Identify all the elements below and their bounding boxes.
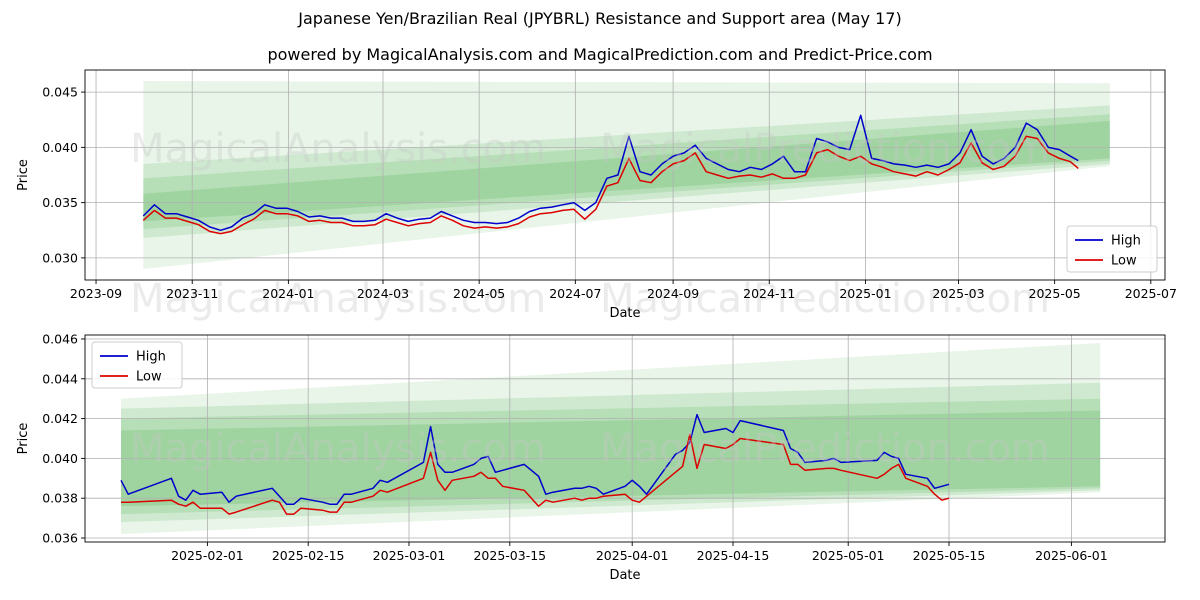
watermark: MagicalPrediction.com: [600, 276, 1050, 322]
series-line-low: [142, 135, 1079, 235]
watermark: MagicalAnalysis.com: [130, 126, 546, 172]
y-tick-label: 0.044: [42, 371, 78, 386]
x-tick-label: 2024-01: [262, 286, 314, 301]
series-group: [120, 413, 950, 515]
x-tick-label: 2025-02-01: [171, 548, 244, 563]
x-tick-label: 2025-04-01: [596, 548, 669, 563]
watermark: MagicalAnalysis.com: [130, 426, 546, 472]
x-tick-label: 2023-11: [166, 286, 218, 301]
x-tick-label: 2025-02-15: [272, 548, 345, 563]
band-1: [121, 342, 1101, 535]
band-2: [121, 382, 1101, 523]
y-tick-label: 0.040: [42, 451, 78, 466]
y-tick-label: 0.045: [42, 85, 78, 100]
band-3: [121, 398, 1101, 515]
x-tick-label: 2025-03-01: [373, 548, 446, 563]
x-tick-label: 2024-07: [549, 286, 601, 301]
x-tick-label: 2025-01: [839, 286, 891, 301]
series-line-high: [142, 114, 1079, 232]
legend-label-low: Low: [136, 370, 162, 385]
x-tick-label: 2024-09: [647, 286, 699, 301]
legend-label-low: Low: [1111, 254, 1137, 269]
x-tick-label: 2025-07: [1125, 286, 1177, 301]
x-axis-label: Date: [609, 306, 640, 321]
y-tick-label: 0.038: [42, 491, 78, 506]
band-2: [143, 105, 1110, 238]
axes-frame: [84, 334, 1166, 543]
band-group: [121, 342, 1101, 535]
x-axis-label: Date: [609, 568, 640, 583]
watermark: MagicalPrediction.com: [600, 426, 1050, 472]
y-tick-label: 0.040: [42, 140, 78, 155]
x-tick-label: 2025-05: [1029, 286, 1081, 301]
x-tick-label: 2023-09: [70, 286, 122, 301]
watermark: MagicalAnalysis.com: [130, 276, 546, 322]
y-tick-label: 0.036: [42, 531, 78, 546]
y-tick-label: 0.035: [42, 195, 78, 210]
y-tick-label: 0.042: [42, 411, 78, 426]
y-axis-label: Price: [16, 159, 31, 191]
x-tick-label: 2025-06-01: [1035, 548, 1108, 563]
series-group: [142, 114, 1079, 235]
y-tick-label: 0.046: [42, 331, 78, 346]
x-tick-label: 2025-03-15: [473, 548, 546, 563]
legend: High Low: [1066, 225, 1158, 273]
x-tick-label: 2025-03: [932, 286, 984, 301]
series-line-low: [121, 433, 950, 515]
x-tick-label: 2024-03: [357, 286, 409, 301]
legend: High Low: [91, 341, 183, 389]
x-tick-label: 2025-05-01: [812, 548, 885, 563]
legend-label-high: High: [1111, 234, 1141, 249]
chart-subtitle: powered by MagicalAnalysis.com and Magic…: [267, 45, 933, 64]
x-tick-label: 2024-05: [453, 286, 505, 301]
chart-title: Japanese Yen/Brazilian Real (JPYBRL) Res…: [298, 9, 902, 28]
x-tick-label: 2025-04-15: [697, 548, 770, 563]
subplot-2: MagicalAnalysis.com MagicalPrediction.com…: [16, 331, 1166, 583]
series-line-high: [120, 413, 950, 505]
band-1: [143, 81, 1110, 269]
axes-frame: [84, 69, 1166, 281]
subplot-1: MagicalAnalysis.com MagicalPrediction.com…: [16, 69, 1177, 322]
watermark: MagicalPrediction.com: [600, 126, 1050, 172]
y-axis-label: Price: [16, 423, 31, 455]
legend-label-high: High: [136, 350, 166, 365]
x-tick-label: 2024-11: [743, 286, 795, 301]
x-tick-label: 2025-05-15: [913, 548, 986, 563]
y-tick-label: 0.030: [42, 250, 78, 265]
